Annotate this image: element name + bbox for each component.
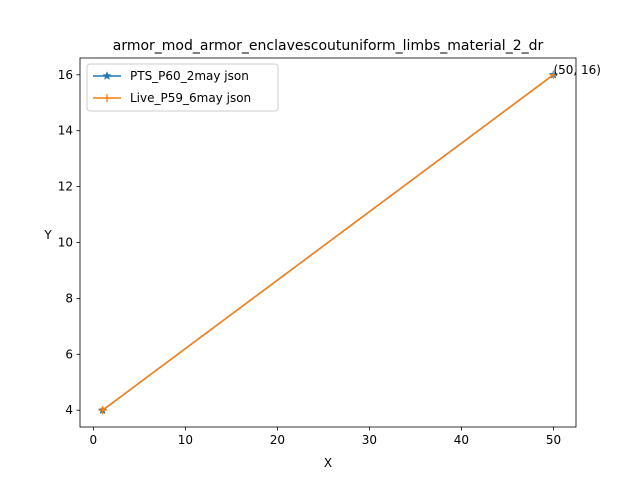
x-tick-label: 10 [178, 433, 193, 447]
x-tick-label: 50 [546, 433, 561, 447]
data-point-2-2 [549, 70, 558, 79]
y-tick-label: 14 [58, 124, 73, 138]
annotation-label-1: (50, 16) [553, 63, 601, 77]
x-tick-label: 40 [454, 433, 469, 447]
y-tick-label: 12 [58, 180, 73, 194]
legend-marker-2 [103, 94, 111, 102]
x-axis-label: X [324, 456, 332, 470]
x-tick-label: 30 [362, 433, 377, 447]
y-axis-label: Y [43, 228, 52, 242]
y-tick-label: 10 [58, 236, 73, 250]
x-tick-label: 0 [90, 433, 98, 447]
y-tick-label: 4 [65, 403, 73, 417]
y-tick-label: 8 [65, 291, 73, 305]
series-line-2 [102, 74, 554, 411]
data-point-2-1 [98, 406, 107, 415]
y-tick-label: 6 [65, 347, 73, 361]
chart-title: armor_mod_armor_enclavescoutuniform_limb… [113, 38, 544, 54]
legend-marker-1 [102, 71, 112, 80]
y-tick-label: 16 [58, 68, 73, 82]
legend-frame [86, 63, 279, 112]
legend: PTS_P60_2may json Live_P59_6may json [86, 63, 279, 112]
axis-ticks: 0 10 20 30 40 50 4 6 8 10 12 14 16 [58, 68, 561, 447]
plot-area: (50, 16) [79, 57, 601, 428]
legend-label-2: Live_P59_6may json [130, 91, 251, 105]
x-tick-label: 20 [270, 433, 285, 447]
legend-label-1: PTS_P60_2may json [130, 69, 249, 83]
